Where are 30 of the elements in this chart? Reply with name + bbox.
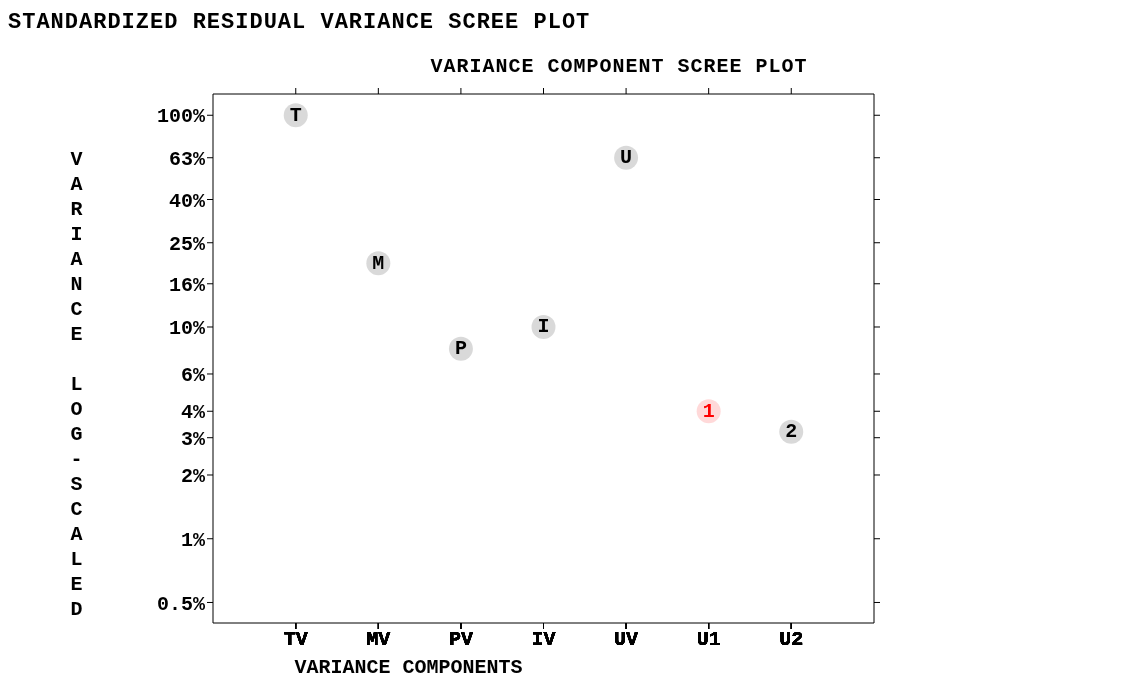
- series-label: 1: [702, 399, 715, 423]
- y-tick-label: 2%: [180, 465, 206, 489]
- y-tick-label: 6%: [180, 364, 206, 388]
- legend-label: T: [289, 103, 302, 127]
- x-tick-label: IV: [531, 628, 556, 652]
- x-tick-label: U1: [696, 628, 721, 652]
- series-label: I: [537, 315, 550, 339]
- x-tick-label: UV: [614, 628, 639, 652]
- y-tick-label: 63%: [168, 147, 206, 171]
- series-label: U: [620, 146, 633, 170]
- x-tick-label: TV: [283, 628, 308, 652]
- chart-subtitle: VARIANCE COMPONENT SCREE PLOT: [429, 55, 809, 78]
- y-tick-label: 3%: [180, 427, 206, 451]
- x-tick-label: U2: [779, 628, 804, 652]
- x-axis-title: VARIANCE COMPONENTS: [293, 656, 524, 678]
- y-tick-label: 0.5%: [156, 592, 206, 616]
- series-label: 2: [785, 420, 798, 444]
- y-tick-label: 10%: [168, 317, 206, 341]
- y-tick-label: 1%: [180, 528, 206, 552]
- y-tick-label: 25%: [168, 232, 206, 256]
- x-tick-label: MV: [366, 628, 391, 652]
- y-tick-label: 4%: [180, 401, 206, 425]
- y-tick-label: 16%: [168, 273, 206, 297]
- x-tick-label: PV: [448, 628, 473, 652]
- y-tick-label: 40%: [168, 189, 206, 213]
- series-label: M: [372, 251, 385, 275]
- y-axis-title: VARIANCE LOG-SCALED: [65, 148, 88, 623]
- series-label: P: [454, 337, 467, 361]
- chart-title: STANDARDIZED RESIDUAL VARIANCE SCREE PLOT: [8, 10, 591, 35]
- y-tick-label: 100%: [156, 105, 206, 129]
